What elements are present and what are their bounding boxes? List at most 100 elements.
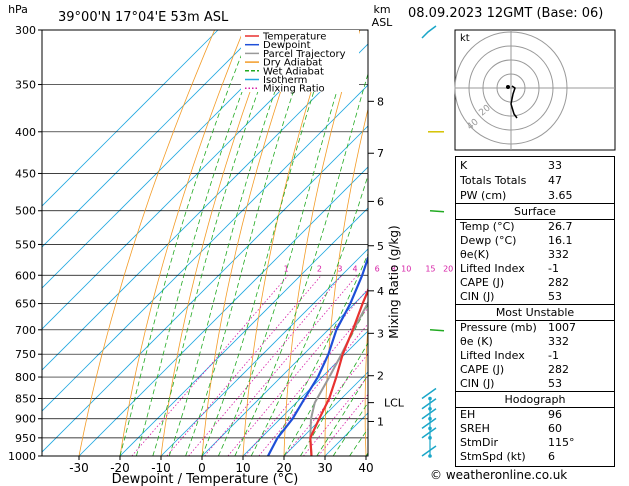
hodograph: kt 20 40 [454, 29, 616, 151]
surface-label: Temp (°C) [460, 220, 515, 233]
pressure-unit: hPa [8, 3, 28, 16]
legend-label: Dewpoint [263, 40, 311, 51]
altitude-tick-label: 2 [377, 370, 384, 383]
x-axis-label: Dewpoint / Temperature (°C) [112, 472, 299, 486]
mixing-ratio-line [204, 274, 358, 456]
pressure-tick-label: 1000 [8, 450, 36, 463]
pressure-tick-label: 450 [15, 167, 36, 180]
surface-label: θe(K) [460, 248, 490, 261]
temperature-tick-label: 30 [317, 461, 332, 475]
surface-label: CAPE (J) [460, 276, 505, 289]
wind-barb [421, 408, 437, 420]
wet-adiabat-line [152, 30, 281, 456]
pressure-tick-label: 400 [15, 126, 36, 139]
wind-barb [421, 445, 437, 457]
legend-label: Wet Adiabat [263, 66, 324, 77]
surface-box: Surface Temp (°C) 26.7 Dewp (°C) 16.1 θe(K… [455, 203, 615, 305]
wind-barb [421, 398, 437, 410]
lcl-label: LCL [384, 397, 405, 410]
mixing-ratio-label: 3 [337, 264, 342, 273]
hodo-value: 60 [548, 422, 562, 435]
dry-adiabat-line [364, 319, 368, 456]
temperature-tick-label: -10 [151, 461, 171, 475]
mu-value: -1 [548, 349, 559, 362]
isotherm-line [78, 166, 368, 456]
pressure-tick-label: 700 [15, 324, 36, 337]
mu-label: CAPE (J) [460, 363, 505, 376]
isotherm-line [42, 30, 219, 207]
dry-adiabat-line [242, 30, 332, 456]
legend-label: Temperature [262, 32, 326, 43]
pressure-tick-label: 750 [15, 348, 36, 361]
wet-adiabat-line [201, 30, 335, 456]
hodo-value: 96 [548, 408, 562, 421]
wind-barb [429, 329, 445, 332]
surface-value: 53 [548, 290, 562, 303]
temperature-tick-label: 0 [198, 461, 206, 475]
hodo-label: SREH [460, 422, 490, 435]
surface-value: -1 [548, 262, 559, 275]
dewpoint-line [267, 254, 368, 456]
altitude-tick-label: 4 [377, 285, 384, 298]
wet-adiabat-line [250, 174, 368, 456]
legend-label: Parcel Trajectory [263, 49, 346, 60]
wet-adiabat-line [119, 30, 252, 456]
mu-label: CIN (J) [460, 377, 495, 390]
pressure-tick-label: 550 [15, 238, 36, 251]
pressure-tick-label: 950 [15, 432, 36, 445]
mixing-ratio-line [166, 274, 322, 456]
location-title: 39°00'N 17°04'E 53m ASL [58, 10, 229, 25]
mixing-ratio-line [258, 323, 368, 456]
mixing-ratio-label: 2 [317, 264, 322, 273]
mu-label: Pressure (mb) [460, 321, 537, 334]
index-label: K [460, 159, 468, 172]
wet-adiabat-line [185, 30, 315, 456]
hodograph-trace [510, 85, 518, 119]
surface-value: 282 [548, 276, 569, 289]
wet-adiabat-line [168, 30, 298, 456]
surface-label: Dewp (°C) [460, 234, 517, 247]
divider [456, 219, 614, 220]
mixing-ratio-label: 6 [375, 264, 380, 273]
surface-label: Lifted Index [460, 262, 525, 275]
isotherm-line [42, 43, 368, 371]
mixing-ratio-line [303, 375, 368, 456]
legend-label: Dry Adiabat [263, 58, 322, 69]
isotherm-line [283, 371, 368, 456]
surface-title: Surface [514, 205, 556, 218]
mu-value: 1007 [548, 321, 576, 334]
mixing-ratio-line [244, 307, 368, 456]
altitude-tick-label: 5 [377, 240, 384, 253]
index-label: Totals Totals [460, 174, 527, 187]
pressure-tick-label: 900 [15, 413, 36, 426]
dry-adiabat-line [615, 30, 629, 456]
wind-barb [421, 387, 437, 400]
temperature-tick-label: -20 [110, 461, 130, 475]
mu-value: 53 [548, 377, 562, 390]
wind-barb [421, 25, 437, 39]
wind-barb [421, 417, 437, 430]
mu-value: 332 [548, 335, 569, 348]
mixing-ratio-label: 10 [401, 264, 411, 273]
hodograph-unit: kt [460, 33, 470, 44]
dry-adiabat-line [160, 30, 274, 456]
hodograph-table-box: Hodograph EH 96 SREH 60 StmDir 115° StmSpd … [455, 391, 615, 467]
mu-label: θe (K) [460, 335, 493, 348]
wet-adiabat-line [332, 402, 368, 456]
index-value: 33 [548, 159, 562, 172]
isotherm-line [42, 84, 368, 412]
pressure-tick-label: 350 [15, 79, 36, 92]
mu-value: 282 [548, 363, 569, 376]
mixing-ratio-label: 20 [443, 264, 453, 273]
mu-label: Lifted Index [460, 349, 525, 362]
dry-adiabat-line [119, 30, 244, 456]
date-title: 08.09.2023 12GMT (Base: 06) [408, 6, 604, 21]
isotherm-line [42, 125, 368, 453]
isotherm-line [42, 30, 301, 289]
surface-value: 16.1 [548, 234, 573, 247]
hodo-value: 6 [548, 450, 555, 463]
hodograph-frame [454, 29, 616, 151]
pressure-tick-label: 600 [15, 269, 36, 282]
legend-label: Mixing Ratio [263, 84, 325, 95]
